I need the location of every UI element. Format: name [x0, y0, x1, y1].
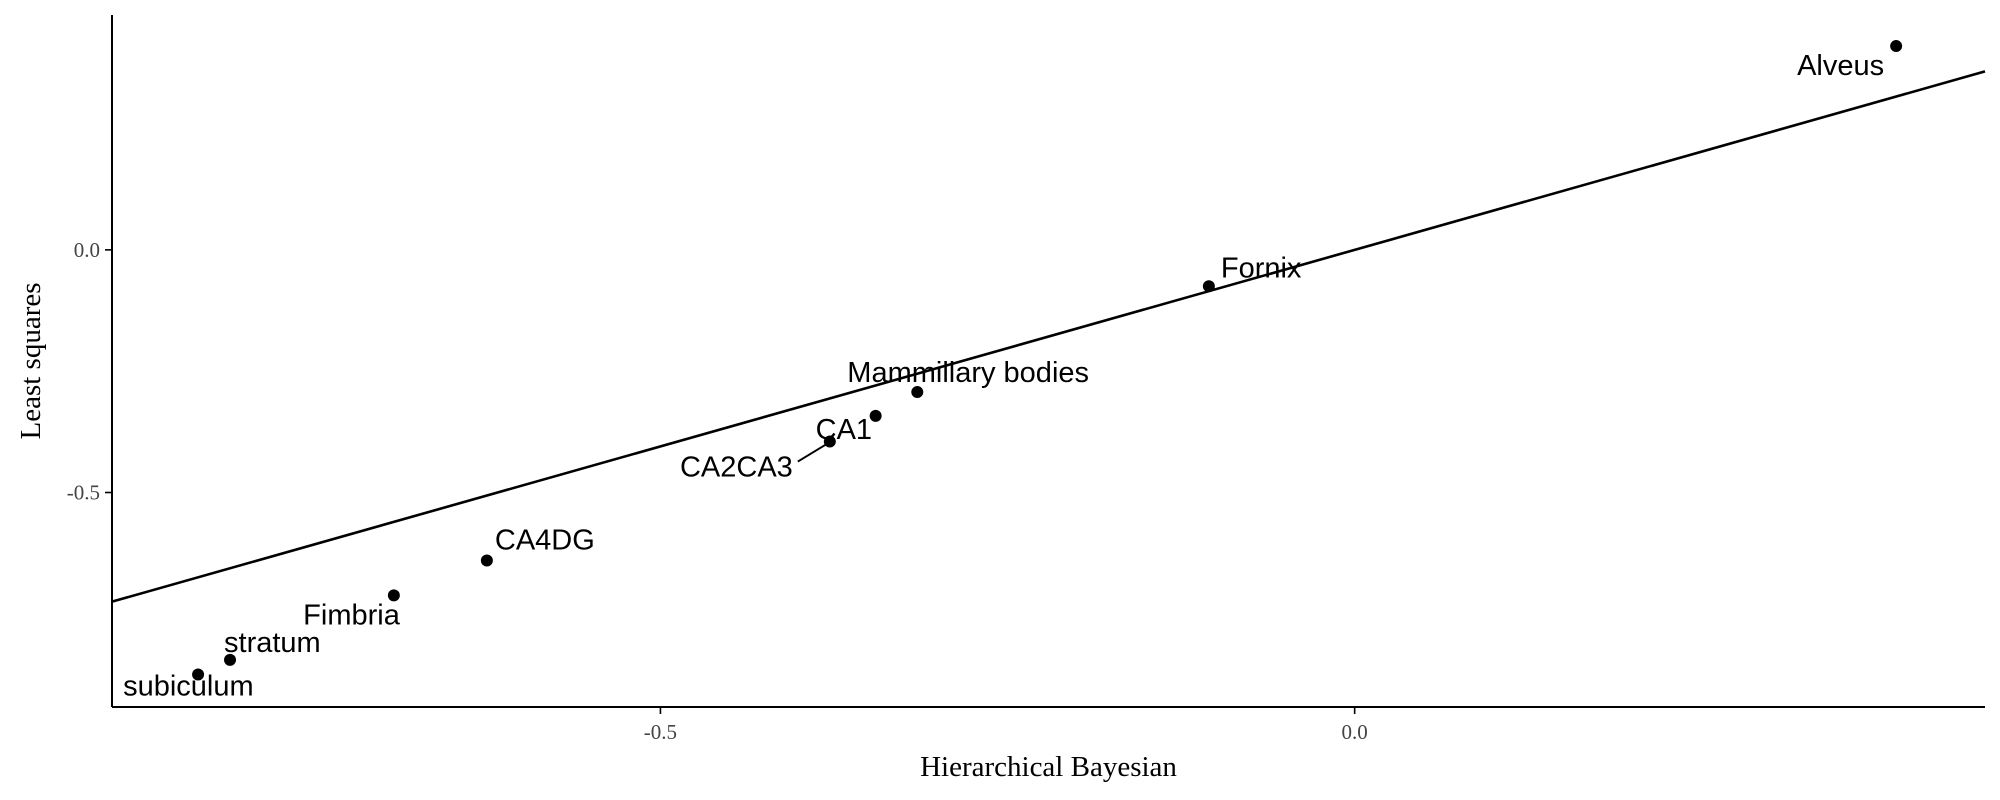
regression-line	[111, 70, 1986, 603]
x-tick-label: -0.5	[644, 720, 677, 744]
axes-group: -0.5 0.0 0.0 -0.5	[67, 15, 1985, 744]
point-ca2ca3	[823, 435, 836, 448]
y-tick-label: 0.0	[74, 238, 100, 262]
point-fimbria	[387, 589, 400, 602]
point-label-ca1: CA1	[816, 414, 872, 446]
point-label-ca4dg: CA4DG	[495, 524, 595, 556]
regression-line-group	[111, 70, 1986, 603]
leader-ca2ca3	[797, 443, 827, 463]
x-tick-label: 0.0	[1342, 720, 1368, 744]
point-label-fornix: Fornix	[1221, 252, 1302, 284]
points-group	[192, 40, 1903, 681]
point-ca1	[869, 409, 882, 422]
x-axis-title: Hierarchical Bayesian	[920, 751, 1177, 783]
y-axis-title: Least squares	[15, 282, 47, 439]
point-fornix	[1202, 280, 1215, 293]
point-label-subiculum: subiculum	[123, 670, 254, 702]
point-labels-group: Alveus Fornix Mammillary bodies CA1 CA2CA3 CA…	[123, 50, 1884, 702]
point-label-stratum: stratum	[224, 627, 321, 659]
point-label-mammillary-bodies: Mammillary bodies	[847, 357, 1089, 389]
point-ca4dg	[480, 554, 493, 567]
y-tick-label: -0.5	[67, 481, 100, 505]
point-label-alveus: Alveus	[1797, 50, 1884, 82]
point-label-ca2ca3: CA2CA3	[680, 452, 793, 484]
label-leaders-group	[797, 443, 827, 463]
point-alveus	[1890, 40, 1903, 53]
point-label-fimbria: Fimbria	[303, 599, 401, 631]
point-subiculum	[192, 668, 205, 681]
point-mammillary-bodies	[911, 386, 924, 399]
point-stratum	[224, 653, 237, 666]
